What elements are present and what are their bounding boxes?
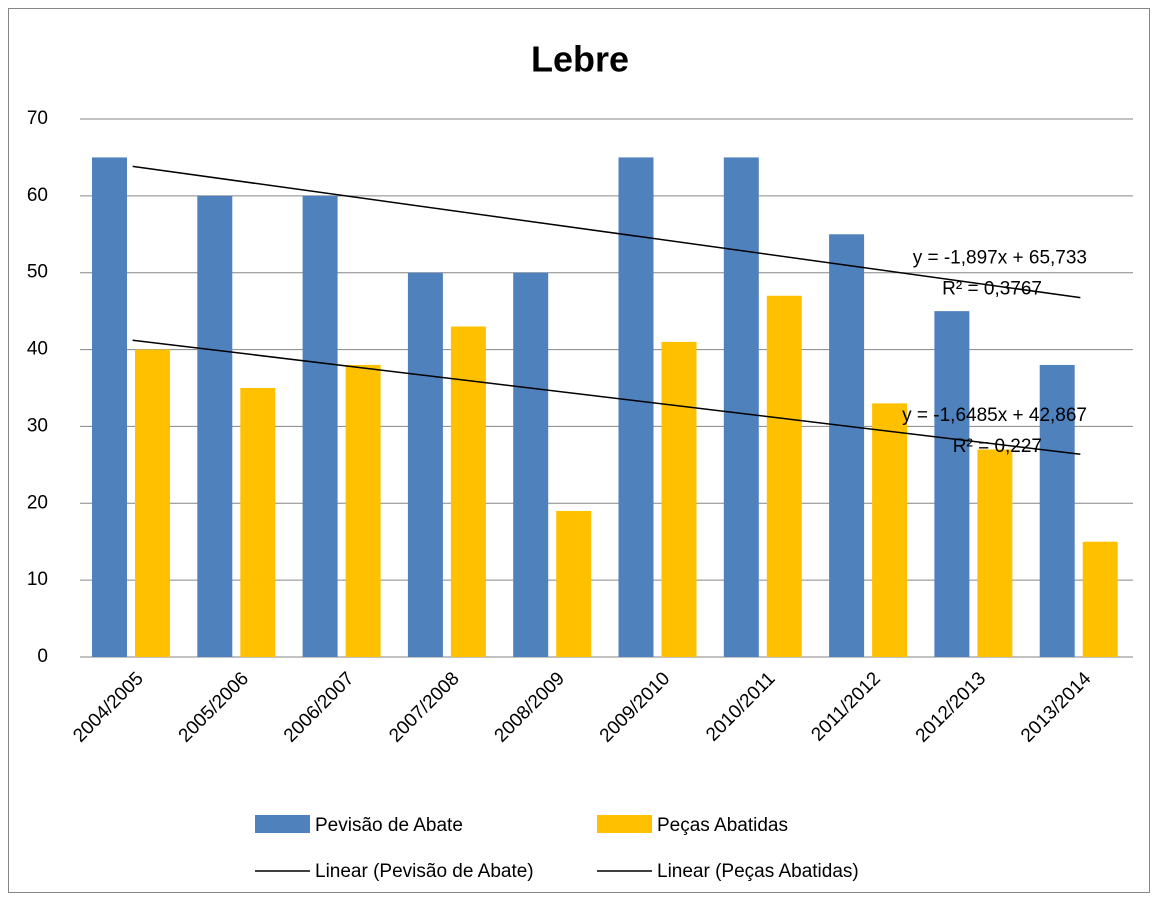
bar <box>513 272 549 657</box>
bar <box>661 341 697 657</box>
bar <box>92 157 127 657</box>
trendline-r2: R² = 0,3767 <box>942 278 1042 299</box>
bar <box>407 272 443 657</box>
legend-swatch <box>597 815 652 833</box>
legend-label: Peças Abatidas <box>657 815 788 836</box>
y-tick-label: 60 <box>27 185 48 206</box>
y-tick-label: 50 <box>27 262 48 283</box>
trendline-r2: R² = 0,227 <box>953 436 1042 457</box>
y-tick-label: 40 <box>27 339 48 360</box>
bar <box>1039 364 1075 657</box>
bar <box>302 195 338 657</box>
y-tick-label: 10 <box>27 569 48 590</box>
y-tick-label: 70 <box>27 108 48 129</box>
legend-label: Linear (Pevisão de Abate) <box>315 861 534 882</box>
legend-label: Linear (Peças Abatidas) <box>657 861 859 882</box>
trendline-equation: y = -1,6485x + 42,867 <box>902 405 1087 426</box>
bar <box>240 388 276 657</box>
legend-label: Pevisão de Abate <box>315 815 463 836</box>
trendline <box>132 339 1081 455</box>
trendline-equation: y = -1,897x + 65,733 <box>913 247 1087 268</box>
chart-title: Lebre <box>531 39 629 80</box>
legend-swatch <box>255 815 310 833</box>
y-tick-label: 30 <box>27 415 48 436</box>
y-tick-label: 20 <box>27 492 48 513</box>
bar <box>872 403 908 657</box>
bar <box>450 326 486 657</box>
bar <box>135 349 170 657</box>
trendline <box>132 165 1081 299</box>
bar <box>934 311 970 657</box>
bar <box>345 364 381 657</box>
bar <box>556 510 592 657</box>
bar <box>829 234 865 658</box>
bar <box>977 449 1013 657</box>
bar <box>197 195 233 657</box>
bar <box>723 157 759 657</box>
bar <box>766 295 802 657</box>
bar <box>1082 541 1118 657</box>
y-tick-label: 0 <box>37 646 48 667</box>
bar <box>618 157 654 657</box>
